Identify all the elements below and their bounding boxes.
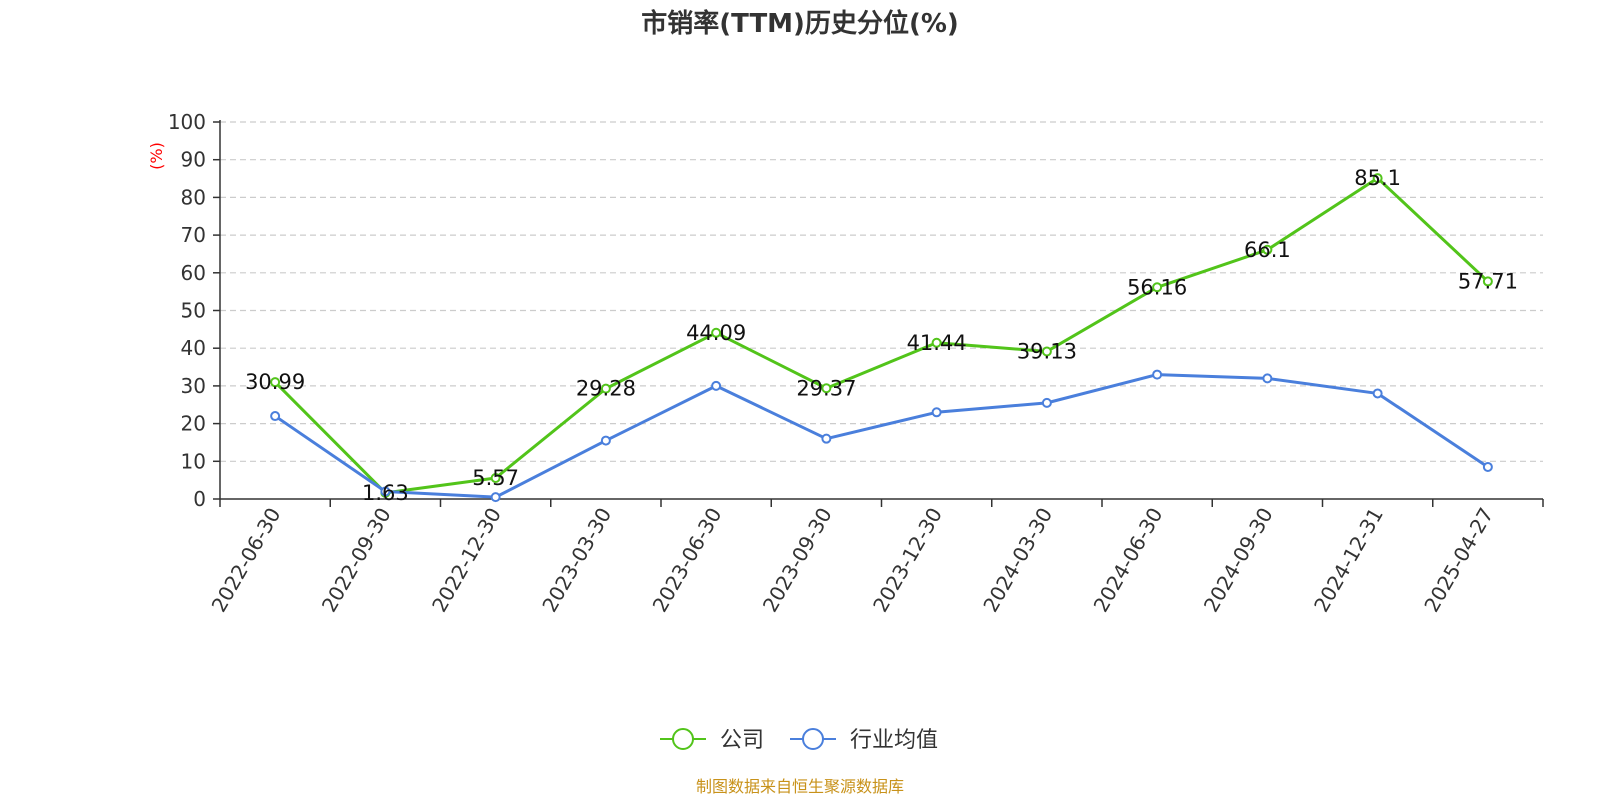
- series-point-1[interactable]: [1372, 388, 1383, 399]
- legend-industry-marker: [802, 728, 824, 750]
- data-label: 39.13: [1017, 339, 1077, 363]
- series-point-0[interactable]: [1372, 173, 1383, 184]
- data-label: 85.1: [1354, 166, 1401, 190]
- series-point-0[interactable]: [1262, 244, 1273, 255]
- series-point-1[interactable]: [1482, 461, 1493, 472]
- x-tick-label: 2023-09-30: [758, 504, 837, 617]
- series-point-1[interactable]: [821, 433, 832, 444]
- series-point-0[interactable]: [270, 377, 281, 388]
- y-tick-label: 10: [181, 449, 206, 473]
- data-label: 29.28: [576, 377, 636, 401]
- series-point-0[interactable]: [821, 383, 832, 394]
- series-point-1[interactable]: [711, 380, 722, 391]
- axes: [213, 120, 1544, 507]
- x-tick-label: 2022-06-30: [207, 504, 286, 617]
- series-point-1[interactable]: [490, 492, 501, 503]
- data-label: 41.44: [907, 331, 967, 355]
- y-tick-label: 20: [181, 412, 206, 436]
- y-tick-label: 0: [193, 487, 206, 511]
- y-tick-label: 80: [181, 185, 206, 209]
- y-tick-label: 30: [181, 374, 206, 398]
- x-tick-label: 2024-12-31: [1309, 504, 1388, 617]
- series-point-1[interactable]: [931, 407, 942, 418]
- data-labels: 30.99 1.63 5.57 29.28 44.09 29.37 41.44 39.13 56…: [245, 166, 1518, 505]
- x-tick-label: 2024-03-30: [978, 504, 1057, 617]
- data-label: 56.16: [1127, 275, 1187, 299]
- series-point-1[interactable]: [1262, 373, 1273, 384]
- data-label: 57.71: [1458, 269, 1518, 293]
- data-label: 1.63: [362, 481, 409, 505]
- series-point-1[interactable]: [270, 411, 281, 422]
- legend: 公司 行业均值: [660, 728, 938, 753]
- x-tick-labels: 2022-06-30 2022-09-30 2022-12-30 2023-03-30…: [207, 504, 1499, 617]
- data-label: 5.57: [472, 466, 519, 490]
- series-point-1[interactable]: [600, 435, 611, 446]
- legend-company-label: 公司: [720, 728, 764, 753]
- legend-item-company[interactable]: 公司: [660, 728, 764, 753]
- series-point-0[interactable]: [1041, 346, 1052, 357]
- grid-lines: [220, 121, 1543, 462]
- legend-item-industry-average[interactable]: 行业均值: [790, 728, 938, 753]
- data-label: 29.37: [796, 376, 856, 400]
- series-point-1[interactable]: [380, 486, 391, 497]
- series-point-1[interactable]: [1041, 397, 1052, 408]
- data-label: 30.99: [245, 370, 305, 394]
- series-point-0[interactable]: [931, 337, 942, 348]
- x-tick-label: 2023-06-30: [648, 504, 727, 617]
- y-tick-label: 40: [181, 336, 206, 360]
- data-label: 66.1: [1244, 238, 1291, 262]
- y-tick-label: 70: [181, 223, 206, 247]
- x-tick-label: 2024-06-30: [1089, 504, 1168, 617]
- y-tick-label: 90: [181, 148, 206, 172]
- legend-company-marker: [672, 728, 694, 750]
- x-tick-label: 2023-12-30: [868, 504, 947, 617]
- series-lines: [270, 173, 1493, 503]
- source-note: 制图数据来自恒生聚源数据库: [696, 777, 904, 796]
- series-line-0: [274, 176, 1489, 495]
- y-axis-label: (%): [147, 142, 166, 170]
- x-tick-label: 2022-09-30: [317, 504, 396, 617]
- x-tick-label: 2022-12-30: [427, 504, 506, 617]
- y-tick-label: 50: [181, 299, 206, 323]
- legend-industry-label: 行业均值: [850, 728, 938, 753]
- series-point-0[interactable]: [711, 327, 722, 338]
- x-tick-label: 2025-04-27: [1419, 504, 1498, 617]
- y-tick-label: 100: [168, 110, 206, 134]
- x-tick-label: 2023-03-30: [537, 504, 616, 617]
- series-point-0[interactable]: [1152, 282, 1163, 293]
- series-point-0[interactable]: [490, 473, 501, 484]
- y-tick-label: 60: [181, 261, 206, 285]
- data-label: 44.09: [686, 321, 746, 345]
- series-point-0[interactable]: [1482, 276, 1493, 287]
- x-tick-label: 2024-09-30: [1199, 504, 1278, 617]
- chart-title: 市销率(TTM)历史分位(%): [641, 8, 959, 39]
- series-point-0[interactable]: [600, 383, 611, 394]
- series-point-1[interactable]: [1152, 369, 1163, 380]
- y-tick-labels: 0 10 20 30 40 50 60 70 80 90 100: [168, 110, 206, 511]
- series-line-1: [274, 373, 1489, 499]
